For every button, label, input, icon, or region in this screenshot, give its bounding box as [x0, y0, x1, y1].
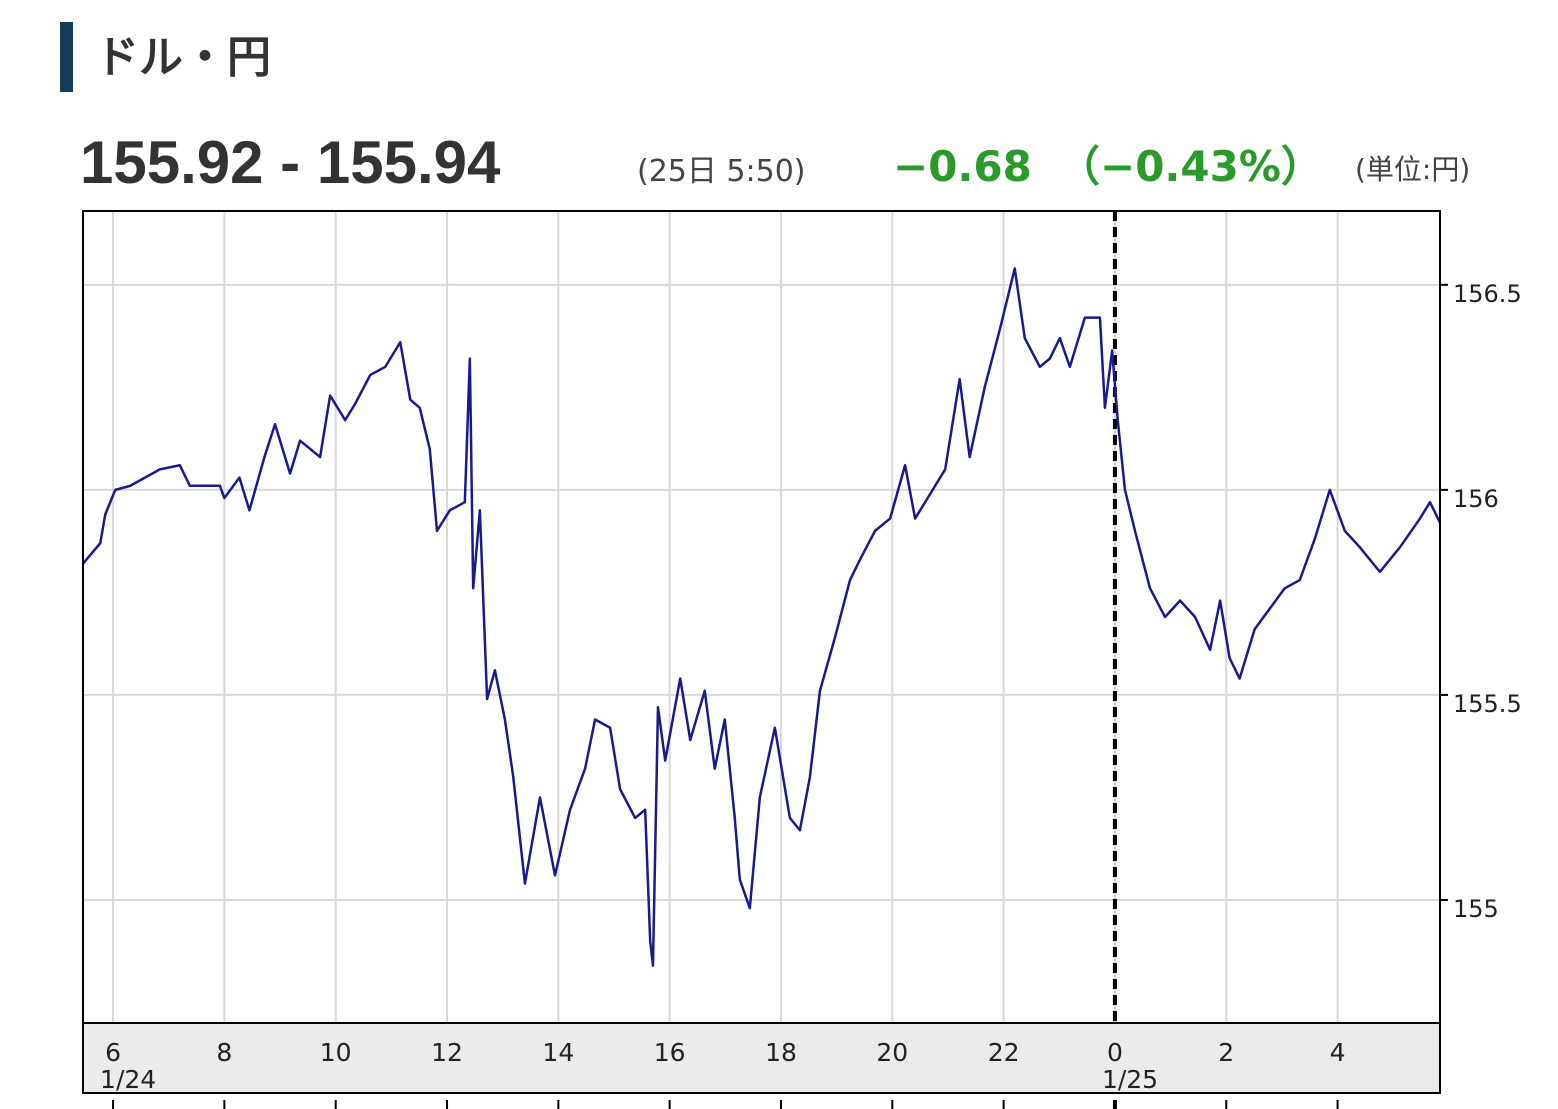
x-tick-label: 16 [654, 1038, 686, 1067]
change: −0.68 [893, 142, 1032, 191]
y-tick-label: 156 [1453, 485, 1499, 513]
title-bar [60, 22, 73, 92]
x-tick-label: 6 [105, 1038, 121, 1067]
change-percent: （−0.43%） [1058, 142, 1323, 191]
x-tick-label: 4 [1330, 1038, 1346, 1067]
x-axis-band [82, 1022, 1441, 1094]
x-tick-label: 10 [320, 1038, 352, 1067]
x-tick-label: 0 [1107, 1038, 1123, 1067]
date-label: 1/24 [100, 1065, 156, 1094]
x-tick-label: 14 [542, 1038, 574, 1067]
x-tick-label: 20 [876, 1038, 908, 1067]
time: (25日 5:50) [637, 154, 806, 189]
price-line [82, 267, 1442, 967]
x-tick-label: 8 [216, 1038, 232, 1067]
price: 155.92 - 155.94 [80, 129, 501, 196]
plot-border [82, 210, 1441, 1024]
y-tick-label: 155 [1453, 895, 1499, 923]
date-label: 1/25 [1102, 1065, 1158, 1094]
x-tick-label: 22 [988, 1038, 1020, 1067]
x-tick-label: 2 [1218, 1038, 1234, 1067]
y-tick-label: 155.5 [1453, 690, 1522, 718]
x-tick-label: 18 [765, 1038, 797, 1067]
title: ドル・円 [95, 32, 271, 83]
y-tick-label: 156.5 [1453, 280, 1522, 308]
unit: (単位:円) [1355, 153, 1470, 186]
x-tick-label: 12 [431, 1038, 463, 1067]
